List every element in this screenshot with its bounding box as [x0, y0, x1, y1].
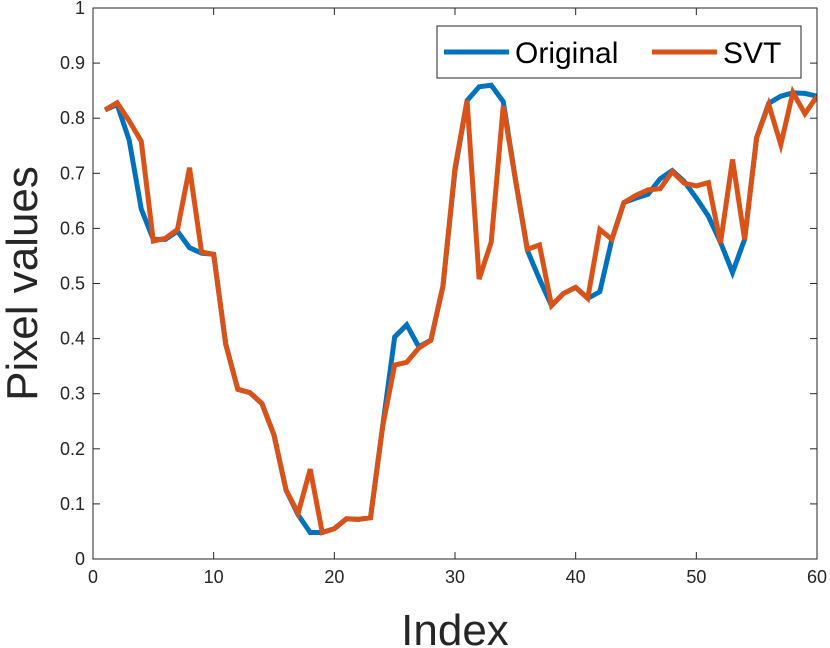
y-tick-label: 0.2 — [60, 439, 85, 459]
x-tick-label: 50 — [686, 567, 706, 587]
y-tick-label: 0.6 — [60, 218, 85, 238]
y-axis-title: Pixel values — [0, 166, 47, 401]
series-line-svt — [103, 85, 817, 536]
x-tick-label: 20 — [324, 567, 344, 587]
x-tick-label: 60 — [807, 567, 827, 587]
x-axis-title: Index — [401, 606, 509, 648]
y-tick-label: 0.4 — [60, 329, 85, 349]
y-tick-label: 0 — [75, 549, 85, 569]
legend: Original SVT — [436, 25, 802, 79]
legend-label-original: Original — [515, 37, 618, 70]
axes: 0 10 20 30 40 50 60 00.10.20.30.40.50.60.70.80… — [60, 0, 827, 587]
x-axis-ticks: 0 10 20 30 40 50 60 — [88, 8, 827, 587]
x-tick-label: 10 — [204, 567, 224, 587]
x-tick-label: 40 — [566, 567, 586, 587]
x-tick-label: 30 — [445, 567, 465, 587]
y-tick-label: 0.3 — [60, 384, 85, 404]
y-tick-label: 0.7 — [60, 163, 85, 183]
y-tick-label: 0.1 — [60, 494, 85, 514]
y-axis-ticks: 0 0.1 0.2 0.3 0.4 0.5 0.6 0.7 0.8 0.9 1 — [60, 0, 817, 569]
y-tick-label: 0.8 — [60, 108, 85, 128]
x-tick-label: 0 — [88, 567, 98, 587]
y-tick-label: 0.5 — [60, 274, 85, 294]
y-tick-label: 1 — [75, 0, 85, 18]
series-layer — [103, 82, 817, 536]
legend-label-svt: SVT — [723, 37, 781, 70]
plot-area — [93, 8, 817, 559]
y-tick-label: 0.9 — [60, 53, 85, 73]
